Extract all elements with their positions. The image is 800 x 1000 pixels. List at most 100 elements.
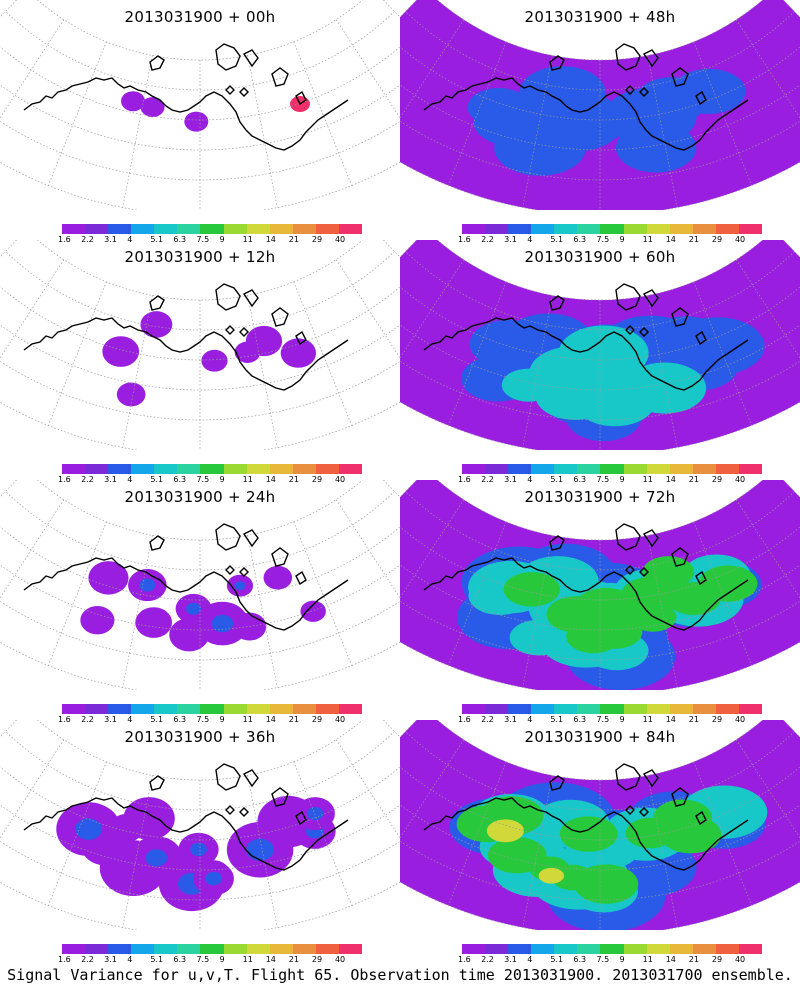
colorbar-label: 5.1 <box>550 955 564 964</box>
variance-core <box>139 578 156 592</box>
colorbar-label: 11 <box>642 475 653 484</box>
island-outline <box>242 49 259 68</box>
variance-blob <box>559 816 618 852</box>
panel-title: 2013031900 + 72h <box>524 488 676 506</box>
colorbar-labels: 1.6 2.2 3.1 4 5.1 6.3 7.5 9 11 14 21 29 40 <box>458 475 762 487</box>
meridian-line <box>382 240 400 258</box>
colorbar-label: 5.1 <box>550 715 564 724</box>
colorbar <box>62 224 363 234</box>
meridian-line <box>400 499 465 599</box>
island-outline <box>271 547 289 567</box>
lat-lon-grid <box>0 720 400 930</box>
coastline <box>423 523 749 631</box>
meridian-line <box>382 720 400 738</box>
variance-blob <box>503 572 560 607</box>
meridian-line <box>400 259 465 359</box>
variance-core <box>211 614 234 633</box>
meridian-line <box>382 0 400 18</box>
colorbar-swatch <box>269 704 293 714</box>
meridian-line <box>735 739 800 839</box>
colorbar-swatch <box>246 464 270 474</box>
island-outline <box>242 529 259 548</box>
colorbar-swatch <box>85 704 109 714</box>
panel-title: 2013031900 + 84h <box>524 728 676 746</box>
island-outline <box>549 55 565 71</box>
colorbar-label: 14 <box>665 475 676 484</box>
colorbar-swatch <box>315 704 339 714</box>
colorbar-swatch <box>623 704 647 714</box>
island-outline <box>639 327 649 337</box>
island-outline <box>671 67 689 87</box>
colorbar-label: 2.2 <box>81 715 94 724</box>
colorbar-swatch <box>646 704 670 714</box>
meridian-line <box>247 775 278 928</box>
island-outline <box>149 55 165 71</box>
meridian-line <box>47 521 107 666</box>
coastline-main <box>23 797 349 871</box>
meridian-line <box>247 535 278 688</box>
variance-map <box>400 720 800 930</box>
meridian-line <box>693 281 753 426</box>
colorbar-label: 2.2 <box>81 955 94 964</box>
meridian-line <box>335 259 400 359</box>
colorbar-labels: 1.6 2.2 3.1 4 5.1 6.3 7.5 9 11 14 21 29 40 <box>58 715 362 727</box>
island-outline <box>149 535 165 551</box>
colorbar-swatch <box>315 224 339 234</box>
meridian-line <box>47 281 107 426</box>
colorbar-swatch <box>200 944 224 954</box>
colorbar-swatch <box>692 704 716 714</box>
colorbar-label: 11 <box>642 715 653 724</box>
colorbar-label: 29 <box>311 475 323 484</box>
colorbar-labels: 1.6 2.2 3.1 4 5.1 6.3 7.5 9 11 14 21 29 40 <box>458 955 762 967</box>
forecast-panel: 2013031900 + 60h 1.6 2.2 3.1 4 5.1 6.3 7.5 9 11 14… <box>400 240 800 484</box>
colorbar-swatch <box>715 224 739 234</box>
coastline <box>23 43 349 151</box>
colorbar-labels: 1.6 2.2 3.1 4 5.1 6.3 7.5 9 11 14 21 29 40 <box>58 235 362 247</box>
variance-map <box>400 480 800 690</box>
colorbar-swatch <box>531 944 555 954</box>
colorbar-swatch <box>177 944 201 954</box>
colorbar-swatch <box>292 224 316 234</box>
latitude-line <box>0 286 400 361</box>
meridian-line <box>0 739 65 839</box>
colorbar-swatch <box>62 224 86 234</box>
coastline <box>423 763 749 871</box>
variance-blob <box>201 349 228 372</box>
variance-core <box>186 602 201 615</box>
colorbar-label: 29 <box>311 715 323 724</box>
latitude-line <box>400 526 800 601</box>
island-outline <box>695 570 707 586</box>
coastline-main <box>423 557 749 631</box>
island-outline <box>642 769 659 788</box>
coastline <box>423 283 749 391</box>
variance-core <box>75 818 102 840</box>
colorbar-label: 2.2 <box>81 235 94 244</box>
island-outline <box>615 43 641 71</box>
colorbar-label: 1.6 <box>58 715 71 724</box>
island-outline <box>671 307 689 327</box>
island-outline <box>295 570 307 586</box>
variance-blob <box>574 864 639 904</box>
colorbar-swatch <box>531 224 555 234</box>
island-outline <box>625 325 635 335</box>
latitude-line <box>405 251 795 331</box>
colorbar-label: 14 <box>665 235 676 244</box>
meridian-line <box>0 19 65 119</box>
variance-blob <box>140 311 173 338</box>
colorbar-label: 5.1 <box>150 235 164 244</box>
colorbar-swatch <box>715 704 739 714</box>
meridian-line <box>293 41 353 186</box>
colorbar-swatch <box>531 704 555 714</box>
colorbar-swatch <box>108 464 132 474</box>
latitude-line <box>0 324 400 391</box>
colorbar-label: 4 <box>127 475 133 484</box>
colorbar-label: 14 <box>265 955 276 964</box>
variance-blob <box>546 596 606 633</box>
panel-title: 2013031900 + 60h <box>524 248 676 266</box>
latitude-line <box>405 11 795 91</box>
colorbar-swatch <box>131 224 155 234</box>
colorbar-label: 3.1 <box>504 235 517 244</box>
colorbar-swatch <box>554 704 578 714</box>
variance-blob <box>670 317 765 376</box>
colorbar-label: 21 <box>688 235 699 244</box>
